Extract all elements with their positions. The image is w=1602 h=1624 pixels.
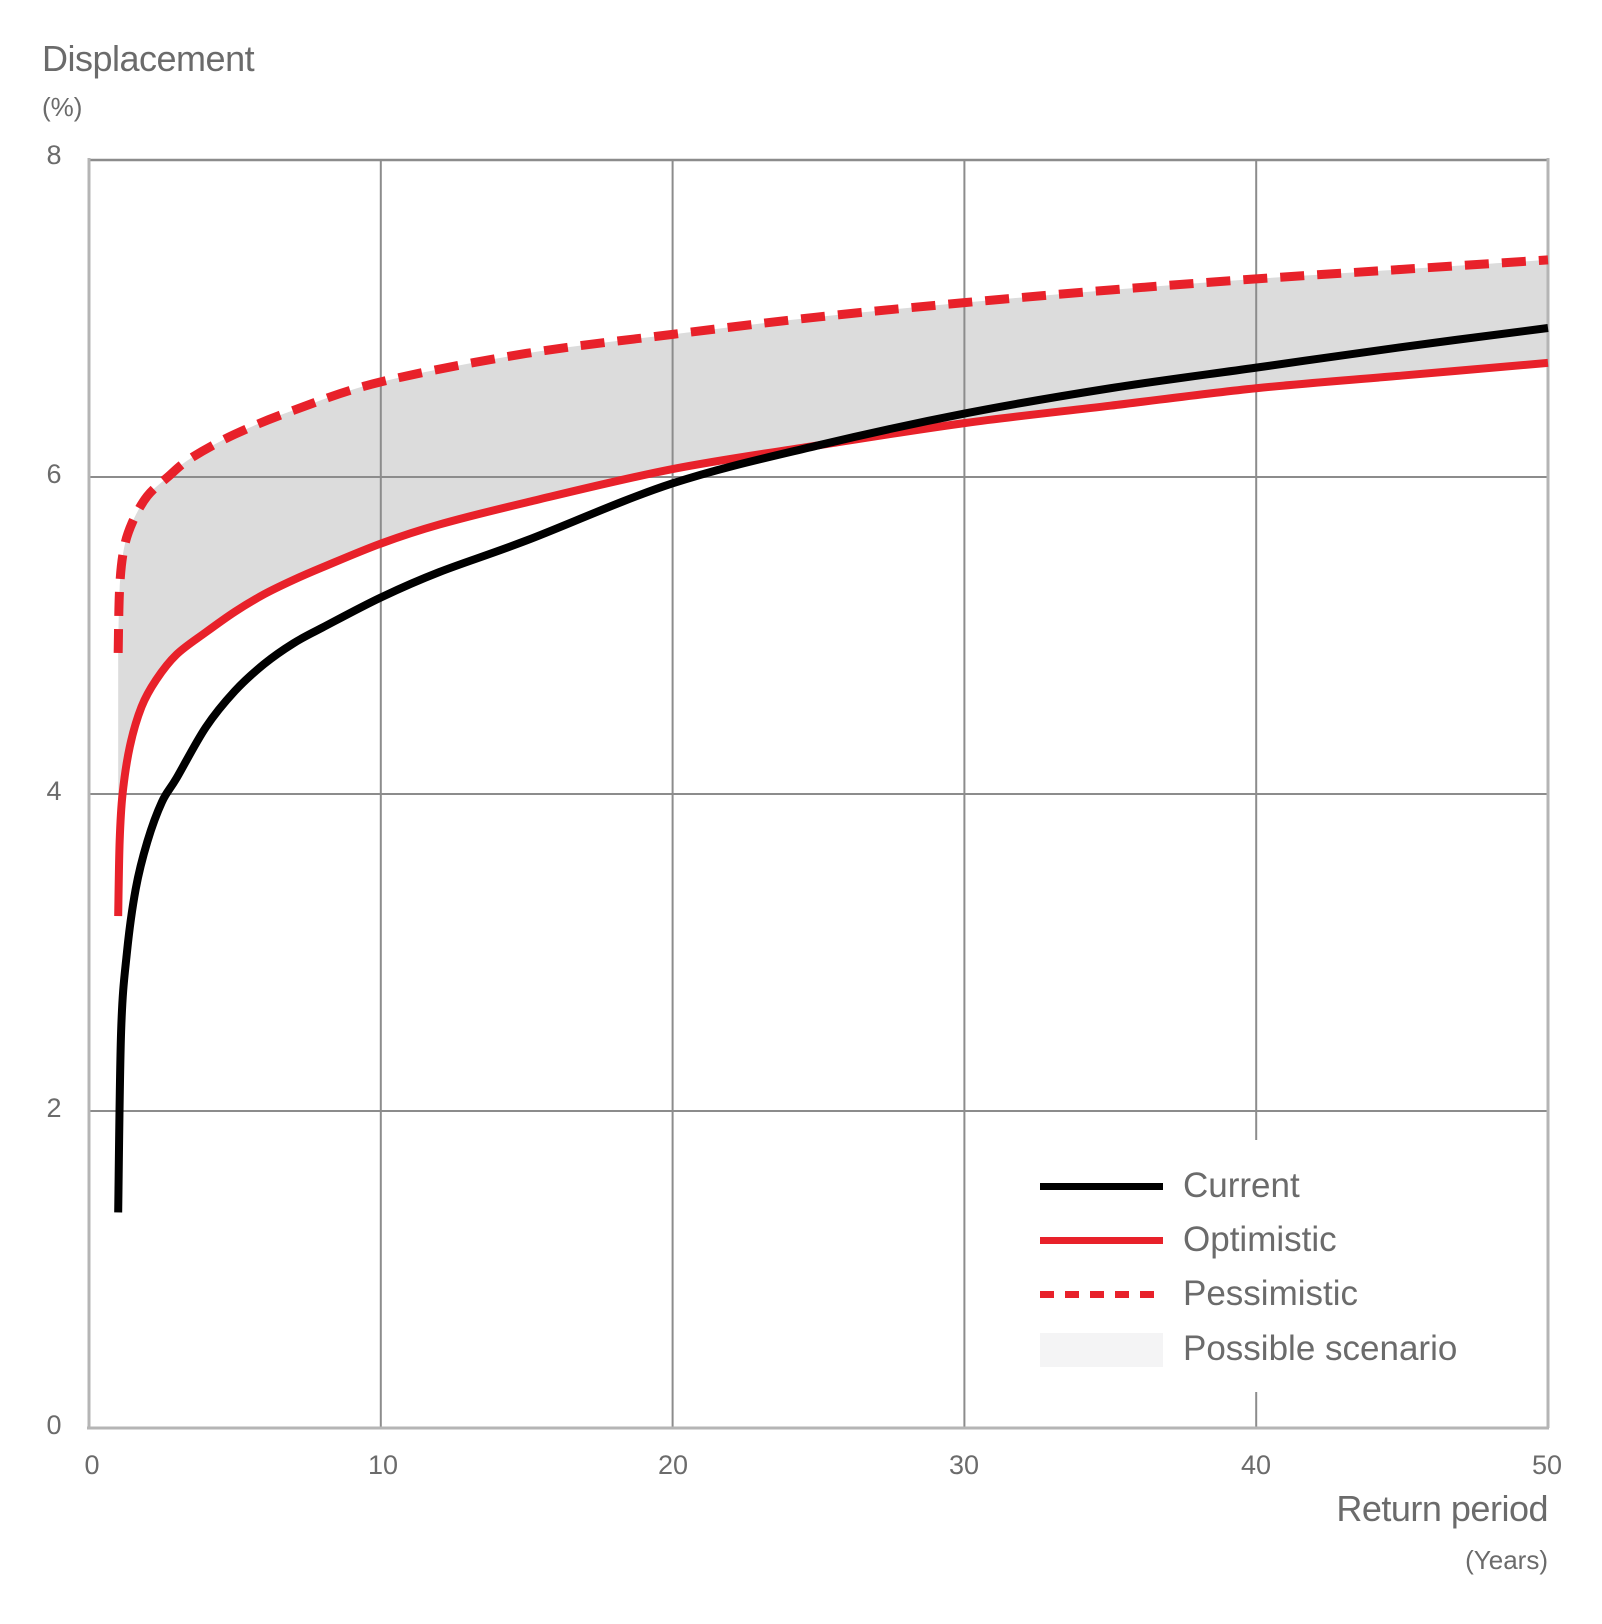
y-tick-6: 6 bbox=[46, 459, 62, 489]
legend-label: Current bbox=[1183, 1166, 1300, 1205]
x-axis-unit: (Years) bbox=[1465, 1545, 1548, 1575]
y-tick-4: 4 bbox=[46, 776, 62, 806]
series-optimistic bbox=[114, 358, 1549, 917]
x-axis-title: Return period bbox=[1336, 1488, 1548, 1529]
legend-swatch-optimistic bbox=[1040, 1237, 1163, 1244]
y-tick-8: 8 bbox=[46, 140, 62, 170]
series-pessimistic bbox=[113, 255, 1549, 654]
y-axis-unit: (%) bbox=[42, 92, 83, 122]
legend-item-optimistic: Optimistic bbox=[1040, 1220, 1520, 1260]
x-tick-0: 0 bbox=[84, 1450, 100, 1480]
legend-swatch-current bbox=[1040, 1183, 1163, 1190]
legend-item-current: Current bbox=[1040, 1166, 1520, 1206]
legend-label: Pessimistic bbox=[1183, 1274, 1359, 1313]
y-tick-0: 0 bbox=[46, 1410, 62, 1440]
x-tick-20: 20 bbox=[657, 1450, 689, 1480]
legend-item-possible-scenario: Possible scenario bbox=[1040, 1329, 1520, 1369]
x-tick-40: 40 bbox=[1240, 1450, 1272, 1480]
series-lines bbox=[113, 255, 1549, 1213]
grid-lines bbox=[87, 158, 1550, 1430]
y-tick-2: 2 bbox=[46, 1093, 62, 1123]
legend-label: Optimistic bbox=[1183, 1220, 1337, 1259]
legend-swatch-possible-scenario bbox=[1040, 1333, 1163, 1367]
series-current bbox=[114, 324, 1549, 1213]
legend-item-pessimistic: Pessimistic bbox=[1040, 1274, 1520, 1314]
x-tick-50: 50 bbox=[1531, 1450, 1562, 1480]
x-tick-10: 10 bbox=[367, 1450, 399, 1480]
y-axis-title: Displacement bbox=[42, 38, 255, 79]
possible-scenario-area bbox=[118, 259, 1548, 917]
legend-label: Possible scenario bbox=[1183, 1329, 1458, 1368]
x-tick-30: 30 bbox=[948, 1450, 980, 1480]
legend-swatch-pessimistic bbox=[1040, 1291, 1163, 1298]
